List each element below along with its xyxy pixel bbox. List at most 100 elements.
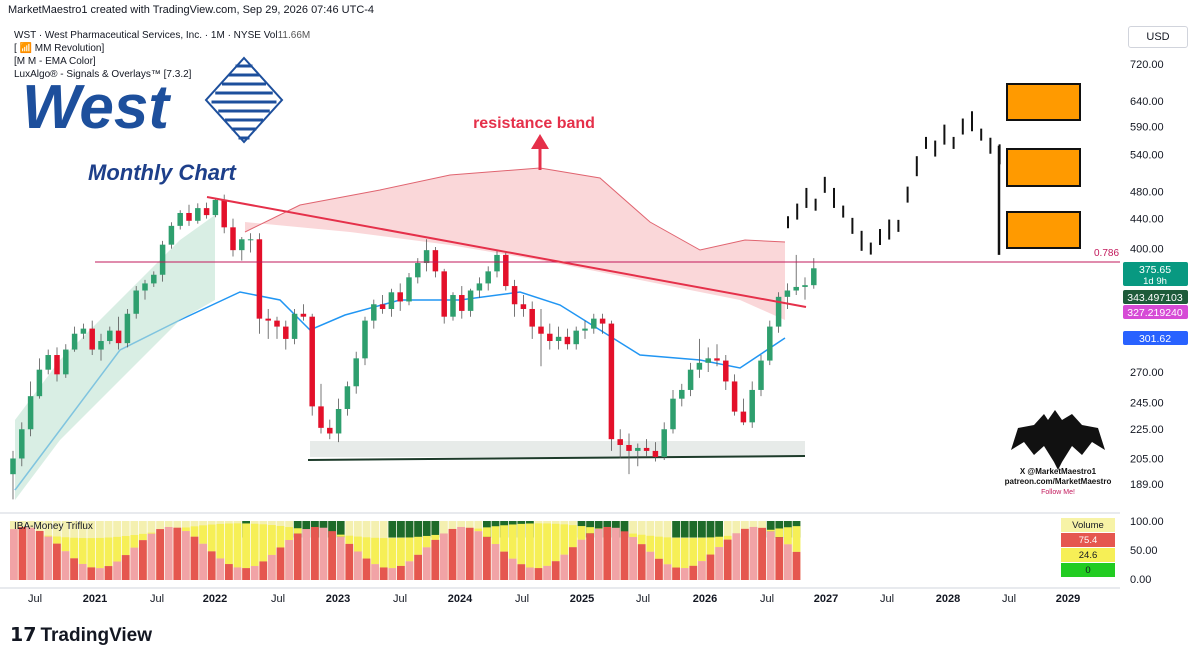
- candle: [626, 433, 632, 475]
- watermark-line2: patreon.com/MarketMaestro: [1005, 477, 1112, 486]
- candle: [371, 299, 377, 329]
- price-tick: 540.00: [1130, 149, 1164, 161]
- osc-legend-item: Volume: [1061, 518, 1115, 532]
- candle: [36, 358, 43, 399]
- candle: [679, 383, 685, 407]
- currency-selector[interactable]: USD: [1128, 26, 1188, 48]
- target-box-middle: [1006, 148, 1081, 187]
- candle: [212, 197, 219, 218]
- price-tick: 189.00: [1130, 479, 1164, 491]
- candle: [423, 239, 430, 272]
- candle: [203, 202, 210, 219]
- time-label: 2029: [1056, 593, 1080, 605]
- candle: [670, 389, 676, 434]
- candle: [573, 326, 579, 350]
- time-label: Jul: [150, 593, 164, 605]
- time-label: 2022: [203, 593, 227, 605]
- time-label: 2023: [326, 593, 350, 605]
- candle: [63, 344, 69, 378]
- candle: [503, 252, 509, 291]
- candle: [758, 355, 764, 397]
- candle: [643, 439, 650, 457]
- candle: [265, 308, 271, 339]
- candle: [775, 292, 782, 333]
- time-label: Jul: [393, 593, 407, 605]
- candle: [450, 292, 456, 321]
- time-label: 2027: [814, 593, 838, 605]
- candle: [230, 218, 236, 257]
- target-box-top: [1006, 83, 1081, 121]
- candle: [582, 320, 588, 339]
- price-badge: 301.62: [1123, 331, 1188, 345]
- candle: [124, 308, 131, 348]
- oscillator-name[interactable]: IBA-Money Triflux: [14, 521, 93, 532]
- resistance-label: resistance band: [473, 115, 595, 132]
- price-tick: 440.00: [1130, 214, 1164, 226]
- price-tick: 640.00: [1130, 96, 1164, 108]
- candle: [54, 347, 60, 382]
- watermark-line1: X @MarketMaestro1: [1020, 467, 1097, 476]
- candle: [793, 254, 799, 296]
- candle: [379, 295, 386, 314]
- svg-text:301.62: 301.62: [1139, 333, 1171, 345]
- west-logo-diamond: [204, 56, 284, 144]
- symbol-info[interactable]: WST · West Pharmaceutical Services, Inc.…: [14, 30, 310, 41]
- candle: [344, 381, 351, 416]
- candle: [459, 286, 465, 319]
- candle: [89, 320, 95, 356]
- candle: [608, 320, 615, 451]
- osc-legend-item: 24.6: [1061, 548, 1115, 562]
- candle: [476, 277, 483, 298]
- price-tick: 400.00: [1130, 244, 1164, 256]
- volume-value: 11.66M: [277, 30, 311, 41]
- price-axis[interactable]: 720.00 640.00 590.00 540.00 480.00 440.00 400.…: [1130, 59, 1164, 491]
- candle: [723, 355, 729, 390]
- candle: [256, 233, 263, 334]
- candle: [309, 313, 315, 416]
- candle: [177, 210, 183, 230]
- svg-text:Volume: Volume: [1072, 520, 1104, 531]
- candle: [247, 233, 254, 253]
- candle: [115, 316, 122, 350]
- osc-tick: 100.00: [1130, 516, 1164, 528]
- indicator-ema-color[interactable]: [M M - EMA Color]: [14, 56, 96, 67]
- svg-text:1d 9h: 1d 9h: [1143, 276, 1167, 287]
- candle: [142, 279, 148, 300]
- candle: [168, 222, 175, 249]
- time-axis[interactable]: Jul 2021 Jul 2022 Jul 2023 Jul 2024 Jul 2025 Jul 20…: [28, 593, 1080, 605]
- price-badge: 327.219240: [1123, 305, 1188, 319]
- candle: [538, 308, 544, 367]
- target-box-bottom: [1006, 211, 1081, 249]
- candle: [159, 240, 166, 282]
- candle: [547, 323, 553, 350]
- oscillator-axis: 100.00 50.00 0.00: [1130, 516, 1164, 586]
- candle: [749, 381, 755, 428]
- candle: [291, 308, 298, 345]
- svg-text:24.6: 24.6: [1079, 550, 1098, 561]
- fib-0786-label: 0.786: [1094, 248, 1119, 259]
- candle: [195, 203, 201, 224]
- candle: [98, 333, 104, 361]
- time-label: 2024: [448, 593, 473, 605]
- chart-credit: MarketMaestro1 created with TradingView.…: [8, 4, 375, 16]
- price-tick: 480.00: [1130, 186, 1164, 198]
- candle: [388, 288, 395, 317]
- support-band: [307, 441, 806, 461]
- candle: [705, 347, 711, 372]
- indicator-mm-revolution[interactable]: [ 📶 MM Revolution]: [14, 43, 105, 54]
- candle: [151, 271, 157, 287]
- osc-tick: 50.00: [1130, 545, 1158, 557]
- osc-legend-item: 75.4: [1061, 533, 1115, 547]
- indicator-luxalgo[interactable]: LuxAlgo® - Signals & Overlays™ [7.3.2]: [14, 69, 192, 80]
- candle: [300, 304, 307, 321]
- candle: [274, 316, 280, 339]
- tradingview-logo[interactable]: 𝟭𝟳 TradingView: [10, 624, 152, 647]
- candle: [811, 258, 817, 289]
- watermark-line3: Follow Me!: [1041, 489, 1075, 496]
- time-label: 2021: [83, 593, 107, 605]
- candle: [767, 320, 773, 366]
- time-label: 2025: [570, 593, 594, 605]
- candle: [687, 362, 694, 397]
- osc-tick: 0.00: [1130, 574, 1151, 586]
